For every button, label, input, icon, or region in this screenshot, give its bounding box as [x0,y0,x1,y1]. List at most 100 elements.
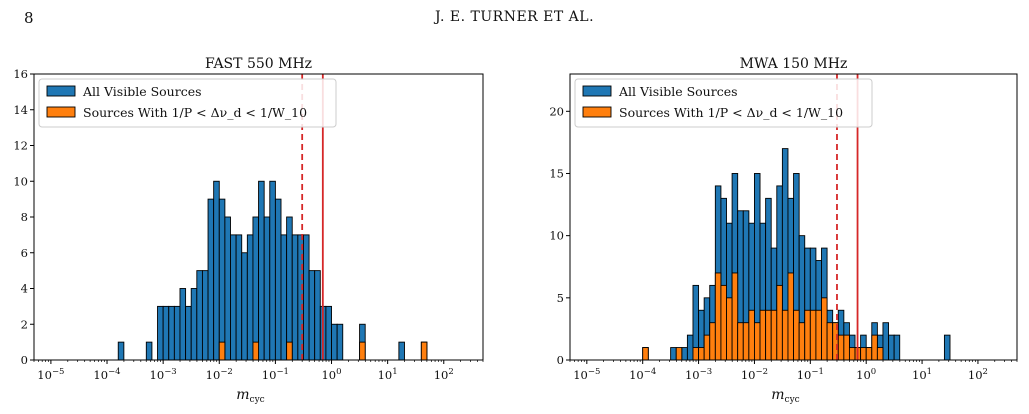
histogram-bar [280,234,288,361]
y-tick-label: 16 [13,67,28,81]
histogram-bar [670,347,677,361]
histogram-bar [117,341,125,361]
histogram-bar [168,305,175,361]
histogram-bar [781,309,789,361]
histogram-bar [787,272,795,361]
histogram-bar [742,322,750,361]
chart-title: FAST 550 MHz [205,56,312,72]
histogram-bar [196,270,203,361]
legend-swatch-all [46,85,76,97]
histogram-bar [218,198,226,361]
histogram-bar [765,309,772,361]
x-tick-label: 100 [856,367,876,382]
histogram-bar [308,270,316,361]
histogram-bar [213,180,220,361]
histogram-bar [809,309,817,361]
histogram-bar [185,305,192,361]
legend-box [574,78,873,128]
legend: All Visible Sources Sources With 1/P < Δν… [38,78,337,128]
histogram-bar [821,297,828,361]
histogram-bar [258,180,265,361]
histogram-bar [826,322,834,361]
histogram-bar [286,216,293,361]
histogram-bar [876,347,884,361]
y-tick-label: 12 [13,139,28,153]
histogram-bar [871,334,878,361]
histogram-bar [235,234,243,361]
histogram-bar [252,216,260,361]
histogram-bar [698,347,705,361]
x-axis-label: mcyc [236,387,264,405]
x-tick-label: 10−1 [262,367,289,382]
histogram-bar [291,234,299,361]
histogram-bar [843,334,850,361]
x-tick-label: 10−1 [797,367,824,382]
histogram-bar [703,334,711,361]
y-tick-label: 0 [21,353,28,367]
histogram-bar [770,309,778,361]
y-tick-label: 6 [21,246,28,260]
y-tick-label: 10 [549,229,564,243]
histogram-bar [303,234,310,361]
histogram-bar [726,297,733,361]
chart-panel-1: FAST 550 MHz 0 2 4 6 8 10 12 14 16 10−5 10−4 10−3 10−… [13,56,484,405]
y-tick-label: 14 [13,103,28,117]
histogram-bar [675,347,683,361]
y-tick-label: 2 [21,317,28,331]
histogram-bar [420,341,428,361]
histogram-bar [837,334,845,361]
histogram-bar [882,322,889,361]
x-tick-label: 10−2 [741,367,768,382]
legend-label-all: All Visible Sources [618,84,738,99]
legend-swatch-filtered [582,106,612,118]
histogram-bar [737,322,744,361]
histogram-bar [798,322,806,361]
histogram-bar [681,347,688,361]
x-tick-label: 102 [968,367,988,382]
histogram-bar [207,198,215,361]
histogram-bar [224,216,231,361]
histogram-bar [263,216,271,361]
histogram-bar [692,347,700,361]
histogram-bar [325,305,332,361]
y-tick-label: 15 [549,166,564,180]
y-tick-label: 4 [21,282,28,296]
histogram-bar [642,347,649,361]
x-tick-label: 10−5 [37,367,64,382]
legend-swatch-all [582,85,612,97]
histogram-bar [893,334,901,361]
x-tick-label: 102 [434,367,454,382]
legend-label-filtered: Sources With 1/P < Δν_d < 1/W_10 [83,105,307,120]
histogram-bar [336,323,344,361]
running-head: J. E. TURNER ET AL. [434,9,595,25]
x-tick-label: 10−3 [685,367,712,382]
x-tick-label: 10−4 [629,367,656,382]
legend-label-all: All Visible Sources [82,84,202,99]
histogram-bar [398,341,405,361]
histogram-bar [714,272,722,361]
histogram-bar [860,347,867,361]
histogram-bar [201,270,209,361]
histogram-bar [804,309,811,361]
histogram-bar [314,270,321,361]
series-all-visible-sources [117,180,428,361]
histogram-bar [888,334,895,361]
y-tick-label: 20 [549,104,564,118]
x-tick-label: 100 [321,367,341,382]
histogram-bar [731,272,739,361]
histogram-bar [815,309,822,361]
histogram-bar [331,323,338,361]
histogram-bar [848,347,856,361]
x-tick-label: 101 [378,367,398,382]
page-number: 8 [24,9,34,27]
histogram-bar [157,305,164,361]
x-tick-label: 101 [912,367,932,382]
histogram-bar [793,309,800,361]
page-header: 8 J. E. TURNER ET AL. [0,0,1029,30]
histogram-bar [943,334,951,361]
x-axis-label: mcyc [771,387,799,405]
x-tick-label: 10−4 [93,367,120,382]
histogram-bar [241,252,248,361]
chart-title: MWA 150 MHz [740,56,848,72]
